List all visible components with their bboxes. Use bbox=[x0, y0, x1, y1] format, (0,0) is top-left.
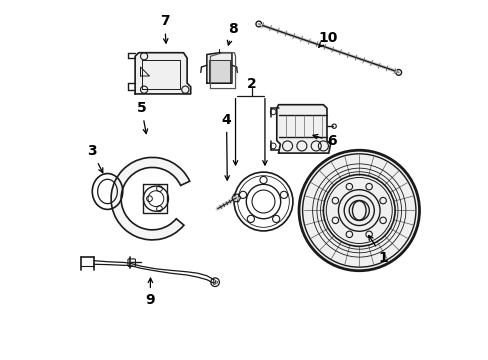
Text: 2: 2 bbox=[246, 77, 256, 91]
Polygon shape bbox=[231, 194, 240, 202]
Polygon shape bbox=[135, 53, 190, 94]
Text: 7: 7 bbox=[160, 14, 169, 43]
Text: 6: 6 bbox=[312, 134, 337, 148]
Polygon shape bbox=[206, 53, 231, 83]
Text: 10: 10 bbox=[317, 31, 337, 48]
Text: 5: 5 bbox=[137, 101, 147, 134]
Text: 3: 3 bbox=[87, 144, 102, 173]
Circle shape bbox=[298, 150, 419, 271]
Wedge shape bbox=[111, 157, 189, 240]
Text: 4: 4 bbox=[221, 113, 231, 180]
Polygon shape bbox=[276, 105, 330, 153]
FancyBboxPatch shape bbox=[128, 259, 135, 266]
Polygon shape bbox=[208, 60, 230, 83]
Text: 9: 9 bbox=[145, 278, 155, 307]
Text: 1: 1 bbox=[368, 235, 388, 265]
Text: 8: 8 bbox=[227, 22, 237, 45]
